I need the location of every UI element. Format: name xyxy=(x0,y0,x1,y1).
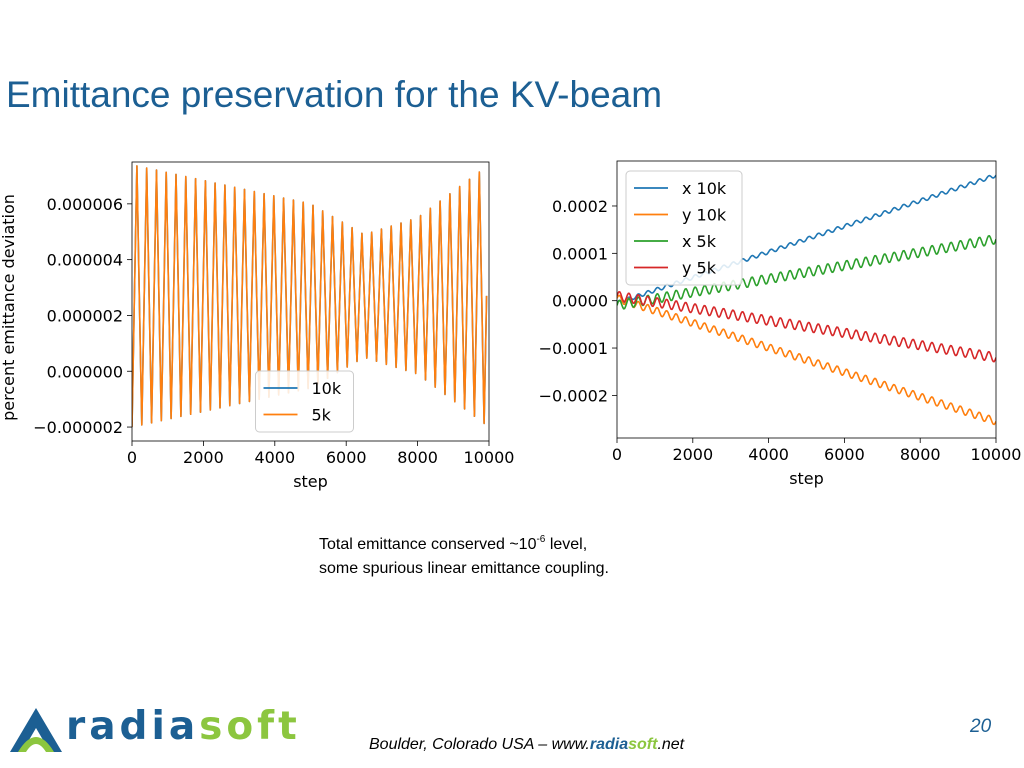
x-tick-label: 2000 xyxy=(183,448,224,467)
series-line-5k xyxy=(132,165,488,428)
logo-wordmark: radiasoft xyxy=(66,704,301,749)
x-tick-label: 10000 xyxy=(464,448,515,467)
y-tick-label: −0.0001 xyxy=(539,339,608,358)
legend-label: y 5k xyxy=(682,259,717,278)
radiasoft-logo-icon xyxy=(10,708,62,752)
x-tick-label: 4000 xyxy=(254,448,295,467)
logo-wordmark-radia: radia xyxy=(66,704,200,749)
legend-box xyxy=(255,370,354,433)
caption-text-end: level, xyxy=(545,536,588,553)
x-tick-label: 0 xyxy=(127,448,137,467)
x-tick-label: 10000 xyxy=(971,445,1022,464)
plot-area xyxy=(132,165,488,428)
caption-text: Total emittance conserved ~10 xyxy=(319,536,537,553)
series-line-y-10k xyxy=(617,294,996,426)
caption-line-2: some spurious linear emittance coupling. xyxy=(319,560,609,577)
y-tick-label: 0.000004 xyxy=(47,251,123,270)
y-tick-label: −0.0002 xyxy=(539,386,608,405)
axes-frame xyxy=(616,160,997,439)
x-tick-label: 8000 xyxy=(397,448,438,467)
legend-box xyxy=(625,170,743,286)
slide-title: Emittance preservation for the KV-beam xyxy=(6,74,663,115)
x-tick-label: 4000 xyxy=(748,445,789,464)
legend-label: x 10k xyxy=(682,179,727,198)
footer: Boulder, Colorado USA – www.radiasoft.ne… xyxy=(369,736,684,754)
y-tick-label: 0.000002 xyxy=(47,306,123,325)
legend-label: y 10k xyxy=(682,206,727,225)
x-tick-label: 2000 xyxy=(672,445,713,464)
caption-line-1: Total emittance conserved ~10-6 level, xyxy=(319,533,609,557)
y-tick-label: 0.0000 xyxy=(552,292,608,311)
legend-label: 5k xyxy=(312,406,332,425)
page-number: 20 xyxy=(970,716,992,737)
y-tick-label: 0.000000 xyxy=(47,362,123,381)
legend-label: x 5k xyxy=(682,232,717,251)
axes-frame xyxy=(131,161,490,442)
logo-wordmark-soft: soft xyxy=(199,704,301,749)
series-line-x-5k xyxy=(617,235,996,310)
series-line-y-5k xyxy=(617,291,996,363)
y-tick-label: 0.0002 xyxy=(552,197,608,216)
footer-soft: soft xyxy=(628,736,658,753)
y-tick-label: 0.000006 xyxy=(47,195,123,214)
footer-suffix: .net xyxy=(657,736,685,753)
footer-text: Boulder, Colorado USA – www. xyxy=(369,736,590,753)
y-tick-label: −0.000002 xyxy=(33,418,123,437)
caption: Total emittance conserved ~10-6 level, s… xyxy=(319,533,609,581)
legend-label: 10k xyxy=(312,379,342,398)
x-tick-label: 6000 xyxy=(326,448,367,467)
x-axis-label: step xyxy=(293,472,328,491)
y-axis-label: percent emittance deviation xyxy=(0,194,18,421)
y-tick-label: 0.0001 xyxy=(552,244,608,263)
x-tick-label: 0 xyxy=(612,445,622,464)
x-tick-label: 6000 xyxy=(824,445,865,464)
legend: x 10k y 10k x 5k y 5k xyxy=(625,170,743,286)
x-tick-label: 8000 xyxy=(900,445,941,464)
x-axis-label: step xyxy=(789,469,824,488)
footer-radia: radia xyxy=(589,736,629,753)
caption-exponent: -6 xyxy=(536,534,546,545)
